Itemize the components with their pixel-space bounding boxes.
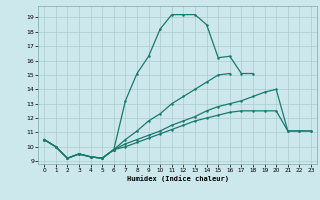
X-axis label: Humidex (Indice chaleur): Humidex (Indice chaleur) [127,175,228,182]
